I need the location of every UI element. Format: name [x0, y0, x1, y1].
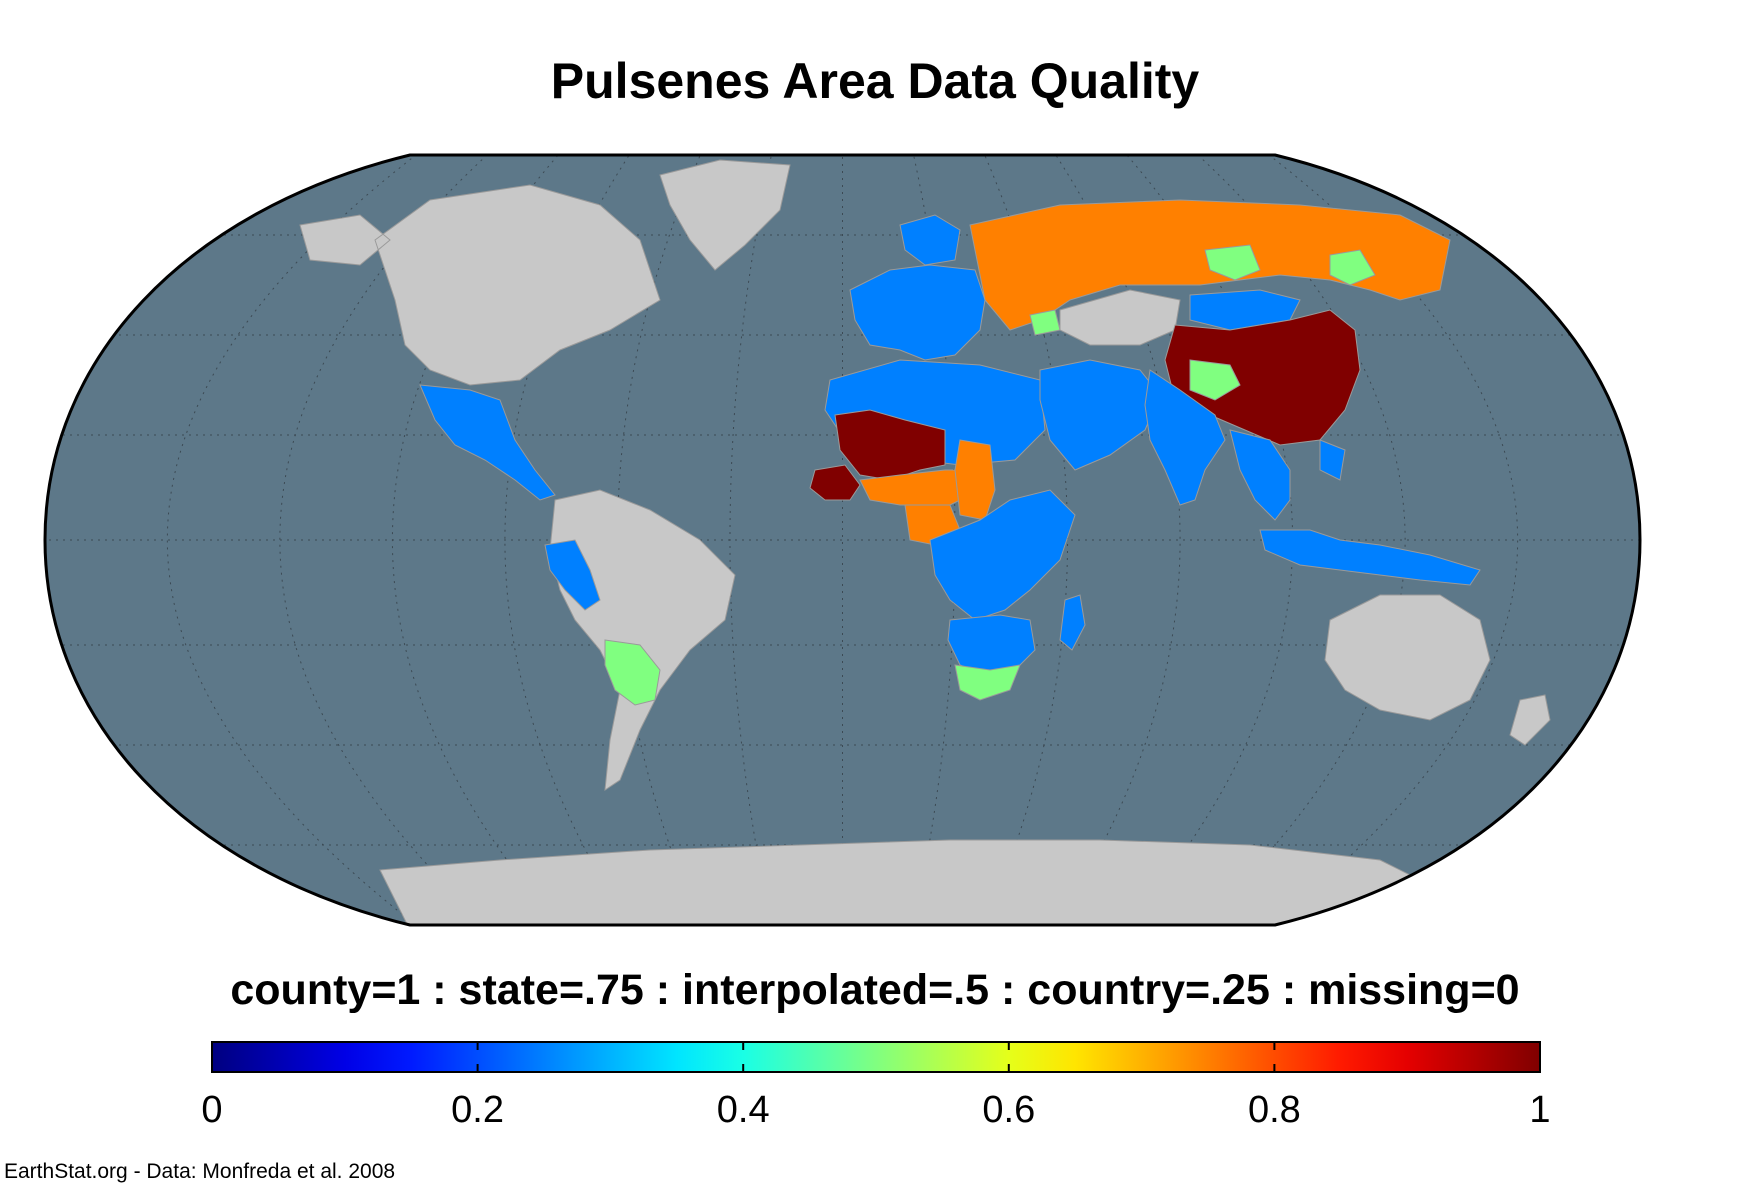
region-antarctica: [379, 839, 1422, 925]
region-middle-east: [1039, 359, 1161, 471]
colorbar-tick-label: 0.8: [1248, 1089, 1301, 1131]
colorbar-tick-label: 1: [1529, 1089, 1550, 1131]
colorbar-tick-label: 0: [201, 1089, 222, 1131]
credit-text: EarthStat.org - Data: Monfreda et al. 20…: [4, 1160, 396, 1183]
region-senegal-and-guinea: [809, 464, 861, 501]
region-indonesia-and-papua: [1259, 529, 1481, 586]
colorbar-tick-label: 0.6: [982, 1089, 1035, 1131]
region-australia: [1324, 594, 1491, 721]
region-western-china-patch: [1189, 359, 1241, 401]
legend-caption: county=1 : state=.75 : interpolated=.5 :…: [230, 966, 1520, 1014]
region-north-america: [299, 184, 661, 386]
region-greenland: [659, 159, 791, 271]
region-south-america-most: [549, 489, 736, 792]
region-south-africa: [954, 664, 1021, 701]
colorbar-tick-label: 0.2: [451, 1089, 504, 1131]
colorbar-tick-label: 0.4: [717, 1089, 770, 1131]
colorbar-gradient: [211, 1041, 1541, 1073]
region-mexico-and-central-america: [419, 384, 556, 501]
region-new-zealand: [1509, 694, 1551, 746]
region-kazakhstan: [1059, 289, 1181, 346]
region-argentina-north: [604, 639, 661, 706]
region-south-asia: [1144, 369, 1226, 506]
land-regions: [299, 159, 1551, 925]
region-peru: [544, 539, 601, 611]
region-central-and-east-africa: [929, 489, 1076, 621]
map-title: Pulsenes Area Data Quality: [550, 53, 1200, 109]
region-mali-and-mauritania: [834, 409, 946, 481]
region-europe: [849, 214, 986, 361]
region-southeast-asia: [1229, 429, 1346, 521]
region-madagascar: [1059, 594, 1086, 651]
